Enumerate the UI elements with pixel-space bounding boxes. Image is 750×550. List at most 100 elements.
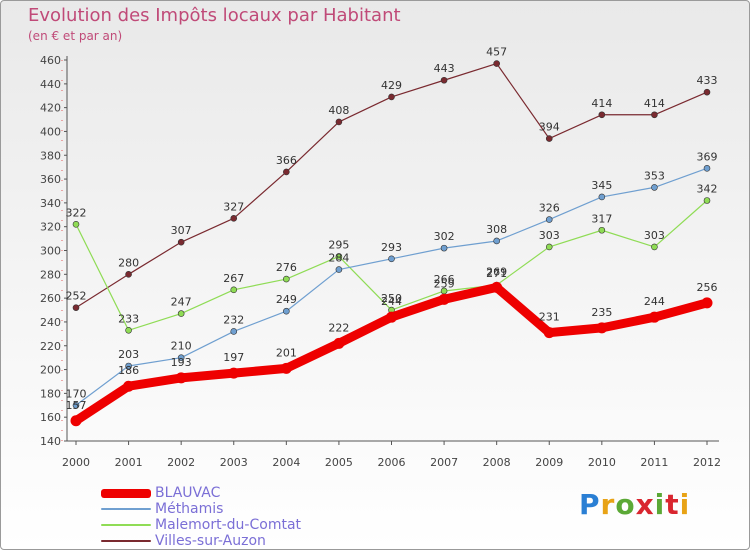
data-label-malemort: 233 <box>118 312 139 325</box>
data-label-methamis: 353 <box>644 169 665 182</box>
axes: 140 160 180 200 220 240 260 280 300 320 340 360 380 4… <box>40 54 721 469</box>
legend: BLAUVAC Méthamis Malemort-du-Comtat Vill… <box>101 485 301 549</box>
data-label-villes: 280 <box>118 256 139 269</box>
data-label-malemort: 303 <box>644 229 665 242</box>
data-point-blauvac <box>386 311 397 323</box>
x-tick-label: 2001 <box>115 456 143 469</box>
y-tick-label: 460 <box>40 54 61 67</box>
data-label-malemort: 250 <box>381 292 402 305</box>
data-label-blauvac: 259 <box>434 277 455 290</box>
legend-swatch-villes <box>101 540 151 542</box>
data-point-methamis <box>651 184 658 191</box>
y-tick-label: 320 <box>40 221 61 234</box>
data-point-villes <box>545 135 553 142</box>
data-label-villes: 307 <box>171 224 192 237</box>
y-tick-label: 160 <box>40 411 61 424</box>
data-point-methamis <box>598 193 606 201</box>
x-tick-label: 2010 <box>588 456 616 469</box>
x-tick-label: 2008 <box>483 456 511 469</box>
legend-swatch-malemort <box>101 524 151 526</box>
data-label-villes: 429 <box>381 79 402 92</box>
x-tick-label: 2006 <box>378 456 406 469</box>
data-label-methamis: 345 <box>591 179 612 192</box>
brand-letter: t <box>665 488 680 521</box>
data-point-blauvac <box>491 281 503 293</box>
x-tick-label: 2004 <box>272 456 300 469</box>
data-point-malemort <box>651 243 658 251</box>
brand-letter: r <box>600 488 616 521</box>
y-tick-label: 140 <box>40 435 61 448</box>
y-tick-label: 200 <box>40 364 61 377</box>
data-label-malemort: 322 <box>66 206 87 219</box>
legend-label-blauvac: BLAUVAC <box>155 485 221 501</box>
data-point-malemort <box>703 197 711 204</box>
data-point-blauvac <box>70 415 82 427</box>
data-label-malemort: 247 <box>171 296 192 309</box>
y-tick-label: 220 <box>40 340 61 353</box>
y-tick-label: 300 <box>40 245 61 258</box>
data-point-villes <box>598 111 606 119</box>
x-tick-label: 2009 <box>535 456 563 469</box>
data-label-blauvac: 244 <box>381 295 402 308</box>
data-label-villes: 414 <box>644 97 665 110</box>
data-label-blauvac: 186 <box>118 364 139 377</box>
data-point-methamis <box>388 255 395 263</box>
data-label-methamis: 302 <box>434 230 455 243</box>
data-point-methamis <box>703 165 711 172</box>
data-label-malemort: 267 <box>223 272 244 285</box>
data-label-methamis: 249 <box>276 293 297 306</box>
labels-layer: 252 280 307 327 366 408 429 443 457 394 414 414 433 3… <box>66 46 718 412</box>
data-point-methamis <box>177 354 185 361</box>
data-point-malemort <box>545 243 553 251</box>
data-label-blauvac: 269 <box>486 265 507 278</box>
legend-item-malemort: Malemort-du-Comtat <box>101 517 301 533</box>
data-point-blauvac <box>123 380 135 392</box>
chart-title: Evolution des Impôts locaux par Habitant <box>28 5 401 26</box>
x-tick-label: 2012 <box>693 456 721 469</box>
data-point-blauvac <box>333 337 345 349</box>
data-label-villes: 408 <box>328 104 349 117</box>
x-tick-label: 2005 <box>325 456 353 469</box>
data-label-malemort: 317 <box>591 212 612 225</box>
data-point-blauvac <box>438 293 450 305</box>
x-tick-label: 2011 <box>640 456 668 469</box>
data-label-villes: 252 <box>66 290 87 303</box>
data-point-blauvac <box>596 322 608 334</box>
legend-item-blauvac: BLAUVAC <box>101 485 301 501</box>
x-tick-label: 2002 <box>167 456 195 469</box>
data-label-methamis: 170 <box>66 387 87 400</box>
data-point-methamis <box>125 362 132 370</box>
data-label-malemort: 271 <box>486 267 507 280</box>
data-label-malemort: 266 <box>434 273 455 286</box>
data-point-blauvac <box>280 362 292 374</box>
data-label-villes: 394 <box>539 121 560 134</box>
data-point-blauvac <box>701 297 713 309</box>
data-point-blauvac <box>648 311 660 323</box>
data-label-malemort: 342 <box>697 182 718 195</box>
data-point-blauvac <box>175 372 187 384</box>
data-label-methamis: 232 <box>223 313 244 326</box>
data-point-villes <box>125 271 132 278</box>
brand-letter: i <box>654 488 666 521</box>
data-label-methamis: 210 <box>171 340 192 353</box>
data-point-villes <box>72 304 80 311</box>
series-line-methamis <box>75 167 708 406</box>
data-point-blauvac <box>543 327 555 339</box>
data-point-methamis <box>72 401 80 409</box>
y-tick-label: 380 <box>40 149 61 162</box>
brand-letter: x <box>635 488 655 521</box>
chart-subtitle: (en € et par an) <box>28 29 123 43</box>
brand-logo: Proxiti <box>579 488 690 521</box>
data-point-villes <box>703 88 711 96</box>
data-point-methamis <box>335 266 343 273</box>
data-point-villes <box>283 168 290 176</box>
legend-item-methamis: Méthamis <box>101 501 301 517</box>
data-label-blauvac: 244 <box>644 295 665 308</box>
y-tick-label: 400 <box>40 125 61 138</box>
data-label-villes: 457 <box>486 46 507 59</box>
y-tick-label: 420 <box>40 102 61 115</box>
data-label-blauvac: 157 <box>66 399 87 412</box>
data-label-methamis: 369 <box>697 150 718 163</box>
